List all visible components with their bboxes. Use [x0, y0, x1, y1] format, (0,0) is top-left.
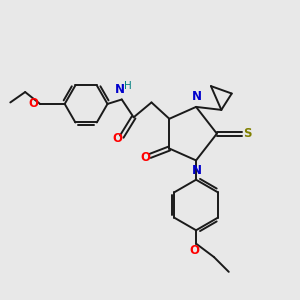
Text: N: N — [114, 83, 124, 96]
Text: S: S — [243, 127, 251, 140]
Text: H: H — [124, 81, 132, 91]
Text: O: O — [28, 97, 38, 110]
Text: O: O — [112, 132, 123, 145]
Text: O: O — [141, 151, 151, 164]
Text: N: N — [192, 90, 202, 103]
Text: N: N — [192, 164, 202, 177]
Text: O: O — [190, 244, 200, 257]
